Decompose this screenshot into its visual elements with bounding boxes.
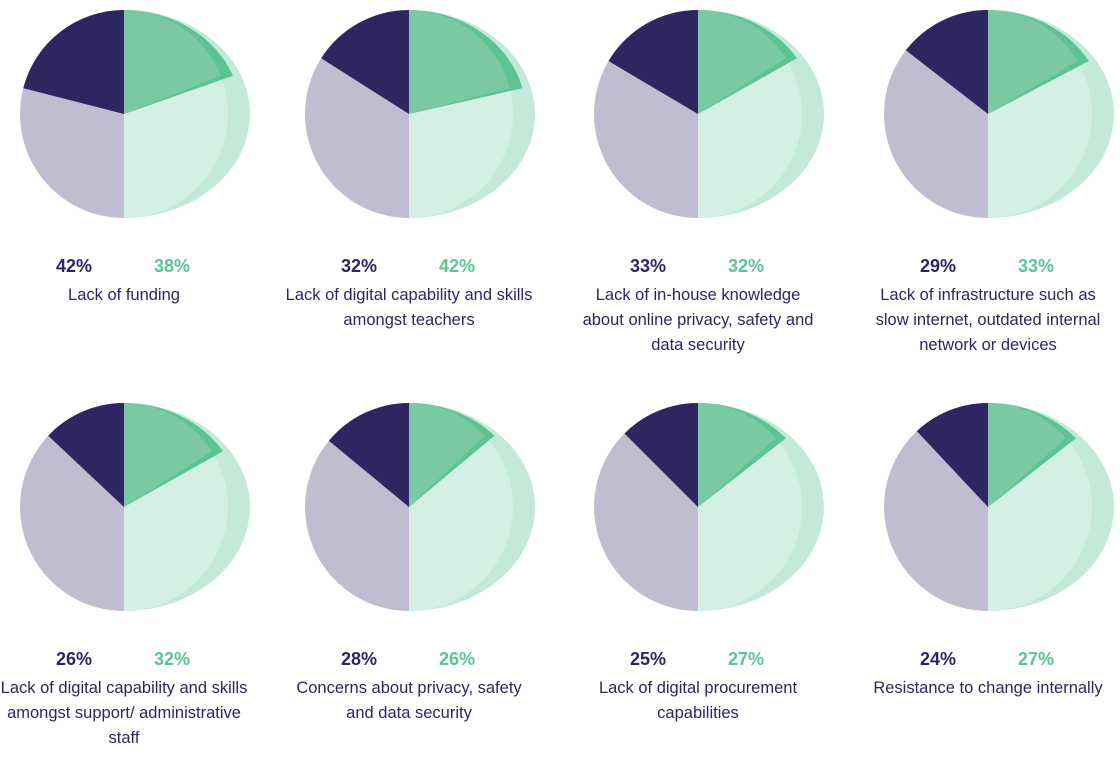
green-slice <box>698 403 777 507</box>
pie-title: Lack of in-house knowledge about online … <box>582 286 814 354</box>
pie-title: Lack of digital capability and skills am… <box>285 286 533 329</box>
value-label: 32% <box>340 256 378 276</box>
value-label: 29% <box>919 256 957 276</box>
green-slice <box>124 10 221 114</box>
value-label: 38% <box>153 256 191 276</box>
green-slice <box>988 403 1067 507</box>
value-label: 24% <box>919 649 957 669</box>
dark-slice <box>48 403 124 507</box>
pie-title: Lack of digital capability and skills am… <box>0 679 248 747</box>
pie-title: Resistance to change internally <box>873 679 1103 697</box>
green-slice <box>409 10 510 114</box>
green-slice <box>409 403 485 507</box>
green-slice <box>988 10 1078 114</box>
dark-slice <box>916 403 988 507</box>
pie-title: Lack of funding <box>68 286 180 304</box>
dark-slice <box>905 10 988 114</box>
value-label: 32% <box>153 649 191 669</box>
value-label: 42% <box>438 256 476 276</box>
green-slice <box>124 403 212 507</box>
value-label: 27% <box>727 649 765 669</box>
dark-slice <box>608 10 698 114</box>
value-label: 42% <box>55 256 93 276</box>
value-label: 32% <box>727 256 765 276</box>
green-slice <box>698 10 786 114</box>
value-label: 25% <box>629 649 667 669</box>
value-label: 28% <box>340 649 378 669</box>
value-label: 27% <box>1017 649 1055 669</box>
pie-title: Lack of infrastructure such as slow inte… <box>875 286 1101 354</box>
value-label: 26% <box>438 649 476 669</box>
value-label: 33% <box>629 256 667 276</box>
dark-slice <box>321 10 409 114</box>
value-label: 33% <box>1017 256 1055 276</box>
dark-slice <box>624 403 698 507</box>
dark-slice <box>328 403 409 507</box>
value-label: 26% <box>55 649 93 669</box>
dark-slice <box>23 10 125 114</box>
pie-title: Concerns about privacy, safety and data … <box>296 679 522 722</box>
pie-title: Lack of digital procurement capabilities <box>598 679 798 722</box>
